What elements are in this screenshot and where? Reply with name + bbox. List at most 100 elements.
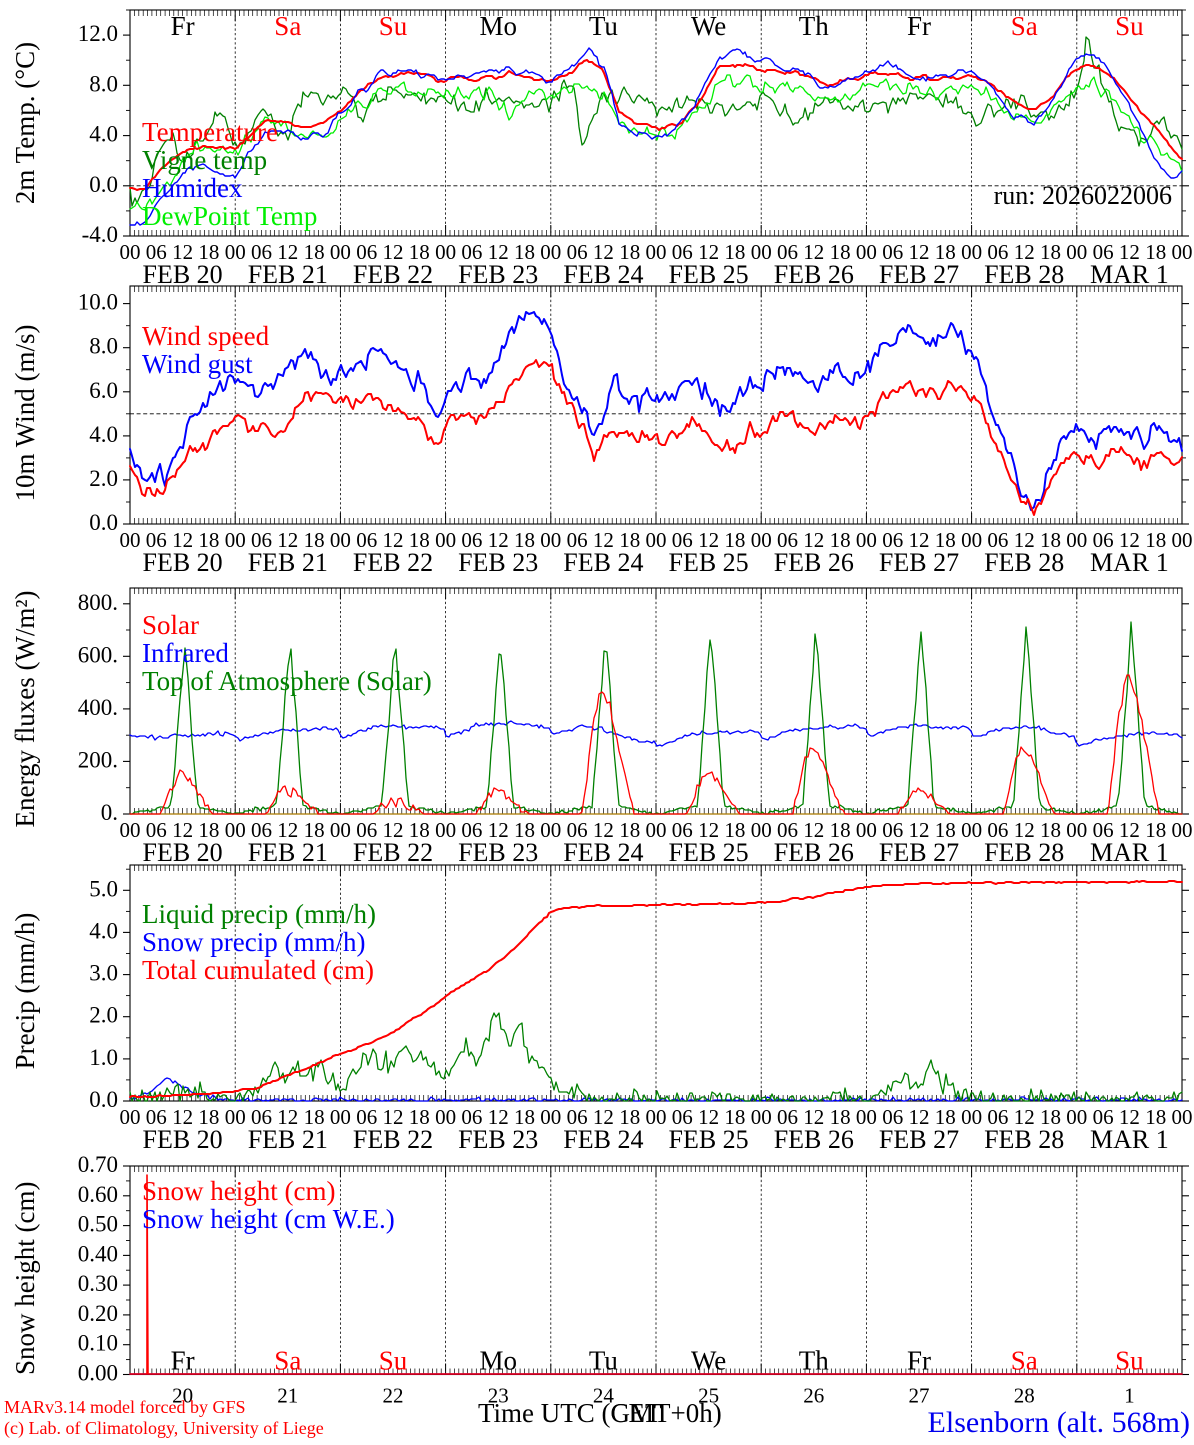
svg-text:FEB 27: FEB 27 [879,260,959,289]
svg-text:21: 21 [277,1384,298,1408]
svg-text:FEB 23: FEB 23 [458,548,538,577]
svg-text:0.00: 0.00 [78,1361,118,1386]
svg-text:27: 27 [909,1384,930,1408]
svg-text:Mo: Mo [479,1346,517,1376]
svg-text:4.0: 4.0 [89,918,118,943]
svg-text:Fr: Fr [907,1346,931,1376]
svg-text:00: 00 [330,818,351,842]
svg-text:28: 28 [1014,1384,1035,1408]
svg-text:Temperature: Temperature [142,117,278,147]
svg-text:Elsenborn (alt. 568m): Elsenborn (alt. 568m) [928,1406,1190,1439]
svg-text:00: 00 [330,240,351,264]
svg-text:Su: Su [1115,11,1144,41]
svg-text:2m Temp. (°C): 2m Temp. (°C) [10,42,40,204]
svg-text:00: 00 [961,1105,982,1129]
svg-text:00: 00 [856,240,877,264]
svg-text:-4.0: -4.0 [82,222,118,247]
svg-text:00: 00 [330,1105,351,1129]
svg-text:Tu: Tu [589,11,619,41]
svg-text:0.10: 0.10 [78,1331,118,1356]
svg-text:FEB 25: FEB 25 [669,838,749,867]
svg-text:We: We [691,1346,726,1376]
svg-text:00: 00 [856,818,877,842]
svg-text:+0h): +0h) [671,1398,722,1428]
svg-text:8.0: 8.0 [89,334,118,359]
svg-text:26: 26 [803,1384,824,1408]
svg-text:FEB 26: FEB 26 [774,260,854,289]
svg-text:Snow height (cm): Snow height (cm) [142,1176,335,1206]
svg-text:00: 00 [540,1105,561,1129]
svg-text:00: 00 [225,818,246,842]
svg-text:0.50: 0.50 [78,1212,118,1237]
svg-text:FEB 23: FEB 23 [458,260,538,289]
svg-text:00: 00 [646,818,667,842]
svg-text:0.: 0. [101,800,118,825]
svg-text:FEB 20: FEB 20 [143,548,223,577]
svg-text:FEB 27: FEB 27 [879,1125,959,1154]
svg-text:Sa: Sa [274,1346,301,1376]
svg-text:00: 00 [330,528,351,552]
svg-text:Vigne temp: Vigne temp [142,145,267,175]
svg-text:Fr: Fr [171,1346,195,1376]
svg-text:200.: 200. [78,747,118,772]
svg-text:Snow height (cm W.E.): Snow height (cm W.E.) [142,1204,395,1234]
svg-text:00: 00 [1066,240,1087,264]
svg-text:Time UTC (: Time UTC ( [478,1398,611,1428]
svg-text:00: 00 [435,528,456,552]
svg-text:FEB 26: FEB 26 [774,1125,854,1154]
svg-text:Su: Su [1115,1346,1144,1376]
svg-text:00: 00 [1066,1105,1087,1129]
svg-text:800.: 800. [78,590,118,615]
svg-text:00: 00 [1172,1105,1193,1129]
svg-text:Energy fluxes (W/m²): Energy fluxes (W/m²) [10,590,40,827]
svg-text:FEB 25: FEB 25 [669,548,749,577]
svg-text:MAR 1: MAR 1 [1090,260,1169,289]
svg-text:5.0: 5.0 [89,876,118,901]
svg-text:0.0: 0.0 [89,510,118,535]
svg-text:Top of Atmosphere (Solar): Top of Atmosphere (Solar) [142,666,432,696]
svg-text:FEB 26: FEB 26 [774,838,854,867]
svg-text:Sa: Sa [1011,11,1038,41]
svg-text:FEB 23: FEB 23 [458,838,538,867]
svg-text:FEB 24: FEB 24 [563,260,643,289]
svg-text:00: 00 [1066,818,1087,842]
svg-text:00: 00 [120,1105,141,1129]
svg-text:10.0: 10.0 [78,290,118,315]
svg-text:Humidex: Humidex [142,173,243,203]
svg-text:00: 00 [1172,528,1193,552]
svg-text:22: 22 [383,1384,404,1408]
svg-text:FEB 22: FEB 22 [353,1125,433,1154]
svg-text:00: 00 [120,818,141,842]
svg-text:Fr: Fr [907,11,931,41]
svg-text:00: 00 [961,818,982,842]
svg-text:0.0: 0.0 [89,1087,118,1112]
svg-text:0.20: 0.20 [78,1301,118,1326]
svg-text:00: 00 [751,528,772,552]
svg-text:FEB 23: FEB 23 [458,1125,538,1154]
svg-text:00: 00 [435,240,456,264]
svg-text:Sa: Sa [1011,1346,1038,1376]
svg-text:MAR 1: MAR 1 [1090,838,1169,867]
svg-text:00: 00 [856,1105,877,1129]
svg-text:Total cumulated (cm): Total cumulated (cm) [142,955,374,985]
svg-text:00: 00 [540,818,561,842]
svg-text:00: 00 [1066,528,1087,552]
svg-text:Wind speed: Wind speed [142,321,270,351]
svg-text:00: 00 [225,1105,246,1129]
svg-text:0.40: 0.40 [78,1241,118,1266]
svg-text:FEB 22: FEB 22 [353,260,433,289]
svg-text:Mo: Mo [479,11,517,41]
svg-text:FEB 21: FEB 21 [248,838,328,867]
svg-text:00: 00 [120,528,141,552]
svg-text:(c) Lab. of Climatology, Unive: (c) Lab. of Climatology, University of L… [4,1418,324,1439]
svg-text:Su: Su [379,11,408,41]
svg-text:2.0: 2.0 [89,466,118,491]
svg-text:FEB 20: FEB 20 [143,1125,223,1154]
svg-text:0.0: 0.0 [89,172,118,197]
svg-text:00: 00 [961,528,982,552]
svg-text:FEB 21: FEB 21 [248,1125,328,1154]
svg-text:DewPoint Temp: DewPoint Temp [142,201,317,231]
svg-text:10m Wind (m/s): 10m Wind (m/s) [10,325,40,502]
svg-text:6.0: 6.0 [89,378,118,403]
svg-text:FEB 26: FEB 26 [774,548,854,577]
